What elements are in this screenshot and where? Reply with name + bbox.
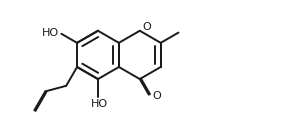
Text: HO: HO — [90, 99, 108, 109]
Text: O: O — [153, 91, 162, 101]
Text: methyl: methyl — [181, 30, 185, 32]
Text: O: O — [143, 22, 152, 32]
Text: HO: HO — [42, 28, 59, 38]
